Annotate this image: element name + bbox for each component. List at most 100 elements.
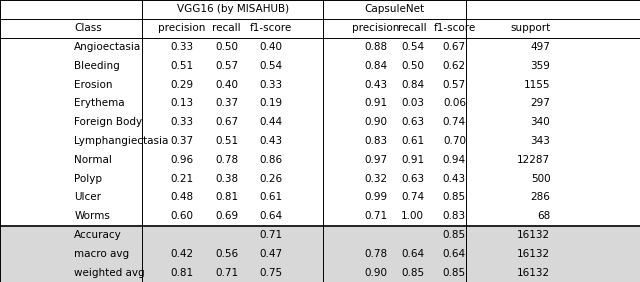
Bar bbox=[0, 263, 640, 282]
Text: 0.69: 0.69 bbox=[215, 211, 238, 221]
Text: Class: Class bbox=[74, 23, 102, 33]
Text: 0.94: 0.94 bbox=[443, 155, 466, 165]
Text: VGG16 (by MISAHUB): VGG16 (by MISAHUB) bbox=[177, 5, 289, 14]
Text: 0.13: 0.13 bbox=[170, 98, 193, 108]
Text: 0.88: 0.88 bbox=[364, 42, 387, 52]
Text: 0.33: 0.33 bbox=[260, 80, 283, 90]
Text: 16132: 16132 bbox=[517, 249, 550, 259]
Text: 0.61: 0.61 bbox=[260, 192, 283, 202]
Text: Normal: Normal bbox=[74, 155, 112, 165]
Text: 0.85: 0.85 bbox=[443, 192, 466, 202]
Text: 0.47: 0.47 bbox=[260, 249, 283, 259]
Text: 0.29: 0.29 bbox=[170, 80, 193, 90]
Text: 497: 497 bbox=[531, 42, 550, 52]
Text: 0.26: 0.26 bbox=[260, 174, 283, 184]
Text: Erythema: Erythema bbox=[74, 98, 125, 108]
Text: 0.43: 0.43 bbox=[260, 136, 283, 146]
Text: 0.90: 0.90 bbox=[364, 117, 387, 127]
Text: 0.64: 0.64 bbox=[401, 249, 424, 259]
Text: 0.37: 0.37 bbox=[170, 136, 193, 146]
Text: 0.50: 0.50 bbox=[215, 42, 238, 52]
Text: 0.86: 0.86 bbox=[260, 155, 283, 165]
Text: 0.51: 0.51 bbox=[170, 61, 193, 71]
Text: 0.61: 0.61 bbox=[401, 136, 424, 146]
Text: 0.40: 0.40 bbox=[215, 80, 238, 90]
Text: 0.96: 0.96 bbox=[170, 155, 193, 165]
Text: weighted avg: weighted avg bbox=[74, 268, 145, 277]
Bar bbox=[0, 244, 640, 263]
Text: Polyp: Polyp bbox=[74, 174, 102, 184]
Text: 0.21: 0.21 bbox=[170, 174, 193, 184]
Text: 0.67: 0.67 bbox=[215, 117, 238, 127]
Text: 0.71: 0.71 bbox=[260, 230, 283, 240]
Text: 0.64: 0.64 bbox=[443, 249, 466, 259]
Text: 0.70: 0.70 bbox=[443, 136, 466, 146]
Text: 0.97: 0.97 bbox=[364, 155, 387, 165]
Text: f1-score: f1-score bbox=[433, 23, 476, 33]
Text: Accuracy: Accuracy bbox=[74, 230, 122, 240]
Text: 0.44: 0.44 bbox=[260, 117, 283, 127]
Text: recall: recall bbox=[212, 23, 241, 33]
Text: 0.48: 0.48 bbox=[170, 192, 193, 202]
Text: Bleeding: Bleeding bbox=[74, 61, 120, 71]
Text: 0.43: 0.43 bbox=[443, 174, 466, 184]
Text: 0.81: 0.81 bbox=[215, 192, 238, 202]
Text: 0.75: 0.75 bbox=[260, 268, 283, 277]
Text: 343: 343 bbox=[531, 136, 550, 146]
Text: 68: 68 bbox=[537, 211, 550, 221]
Text: 0.57: 0.57 bbox=[443, 80, 466, 90]
Text: 0.81: 0.81 bbox=[170, 268, 193, 277]
Text: 0.32: 0.32 bbox=[364, 174, 387, 184]
Text: 0.63: 0.63 bbox=[401, 174, 424, 184]
Text: precision: precision bbox=[158, 23, 205, 33]
Text: 0.85: 0.85 bbox=[443, 268, 466, 277]
Text: 0.78: 0.78 bbox=[364, 249, 387, 259]
Text: 0.51: 0.51 bbox=[215, 136, 238, 146]
Text: 0.56: 0.56 bbox=[215, 249, 238, 259]
Text: 1155: 1155 bbox=[524, 80, 550, 90]
Text: 0.84: 0.84 bbox=[401, 80, 424, 90]
Text: 0.03: 0.03 bbox=[401, 98, 424, 108]
Text: 0.83: 0.83 bbox=[364, 136, 387, 146]
Text: 0.54: 0.54 bbox=[260, 61, 283, 71]
Text: 0.91: 0.91 bbox=[401, 155, 424, 165]
Text: CapsuleNet: CapsuleNet bbox=[365, 5, 424, 14]
Text: 0.38: 0.38 bbox=[215, 174, 238, 184]
Text: 0.71: 0.71 bbox=[215, 268, 238, 277]
Text: 0.06: 0.06 bbox=[443, 98, 466, 108]
Text: support: support bbox=[510, 23, 550, 33]
Text: 16132: 16132 bbox=[517, 230, 550, 240]
Text: 0.42: 0.42 bbox=[170, 249, 193, 259]
Text: Angioectasia: Angioectasia bbox=[74, 42, 141, 52]
Text: macro avg: macro avg bbox=[74, 249, 129, 259]
Text: 0.19: 0.19 bbox=[260, 98, 283, 108]
Text: Lymphangiectasia: Lymphangiectasia bbox=[74, 136, 168, 146]
Text: 12287: 12287 bbox=[517, 155, 550, 165]
Text: 0.84: 0.84 bbox=[364, 61, 387, 71]
Text: 0.85: 0.85 bbox=[401, 268, 424, 277]
Text: 0.90: 0.90 bbox=[364, 268, 387, 277]
Text: 0.64: 0.64 bbox=[260, 211, 283, 221]
Text: 0.85: 0.85 bbox=[443, 230, 466, 240]
Text: 0.71: 0.71 bbox=[364, 211, 387, 221]
Bar bbox=[0, 226, 640, 244]
Text: 0.40: 0.40 bbox=[260, 42, 283, 52]
Text: 0.63: 0.63 bbox=[401, 117, 424, 127]
Text: 0.74: 0.74 bbox=[401, 192, 424, 202]
Text: 0.60: 0.60 bbox=[170, 211, 193, 221]
Text: f1-score: f1-score bbox=[250, 23, 292, 33]
Text: 0.62: 0.62 bbox=[443, 61, 466, 71]
Text: 0.54: 0.54 bbox=[401, 42, 424, 52]
Text: recall: recall bbox=[399, 23, 427, 33]
Text: 0.74: 0.74 bbox=[443, 117, 466, 127]
Text: 0.91: 0.91 bbox=[364, 98, 387, 108]
Text: 0.43: 0.43 bbox=[364, 80, 387, 90]
Text: Ulcer: Ulcer bbox=[74, 192, 101, 202]
Text: 0.33: 0.33 bbox=[170, 42, 193, 52]
Text: 0.33: 0.33 bbox=[170, 117, 193, 127]
Text: 340: 340 bbox=[531, 117, 550, 127]
Text: 0.78: 0.78 bbox=[215, 155, 238, 165]
Text: 0.67: 0.67 bbox=[443, 42, 466, 52]
Text: 359: 359 bbox=[531, 61, 550, 71]
Text: Erosion: Erosion bbox=[74, 80, 113, 90]
